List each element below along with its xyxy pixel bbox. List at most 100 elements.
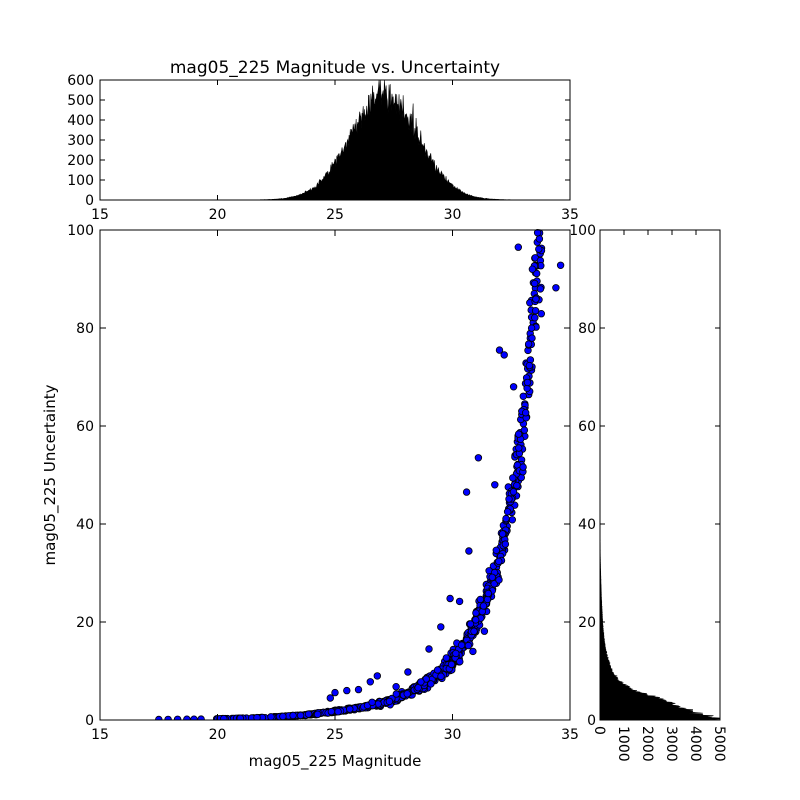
scatter-point <box>197 715 205 720</box>
scatter-point <box>385 697 394 706</box>
scatter-point <box>500 351 508 359</box>
top-histogram-ytick-label: 300 <box>67 133 94 149</box>
right-histogram-xtick-label: 5000 <box>711 726 727 762</box>
scatter-point <box>501 540 510 548</box>
right-histogram-bars-shape <box>599 499 721 721</box>
scatter-xlabel: mag05_225 Magnitude <box>249 752 422 771</box>
scatter-point <box>404 668 412 676</box>
scatter-point <box>536 285 545 293</box>
scatter-point <box>343 686 351 695</box>
scatter-point <box>515 444 523 452</box>
top-histogram-xtick-label: 35 <box>561 207 579 223</box>
scatter-point <box>514 243 522 251</box>
scatter-xtick-label: 20 <box>209 727 227 743</box>
scatter-point <box>531 314 539 322</box>
scatter-point <box>476 595 485 604</box>
scatter-point <box>183 715 191 720</box>
scatter-point <box>346 705 354 713</box>
scatter-point <box>495 346 504 354</box>
scatter-point <box>447 660 456 669</box>
scatter-point <box>509 474 517 482</box>
scatter-ytick-label: 60 <box>76 419 94 435</box>
scatter-point <box>556 261 565 269</box>
scatter-ytick-label: 40 <box>76 517 94 533</box>
scatter-point <box>220 715 228 720</box>
scatter-point <box>446 594 454 603</box>
scatter-point <box>488 573 496 581</box>
scatter-ticks: 15 20 25 30 35 0 20 40 60 80 100 <box>67 223 579 743</box>
scatter-point <box>520 426 529 434</box>
scatter-point <box>537 310 545 318</box>
top-histogram-ytick-label: 100 <box>67 173 94 189</box>
scatter-point <box>462 488 471 496</box>
scatter-point <box>502 514 510 523</box>
scatter-point <box>313 710 322 718</box>
scatter-ytick-label: 80 <box>76 321 94 337</box>
scatter-point <box>533 228 542 237</box>
scatter-points <box>155 228 565 720</box>
scatter-point <box>509 383 518 391</box>
scatter-ytick-label: 0 <box>85 713 94 729</box>
scatter-point <box>327 707 336 716</box>
right-histogram-bars <box>599 499 721 721</box>
scatter-point <box>403 690 411 698</box>
right-histogram-frame <box>599 229 721 721</box>
scatter-point <box>464 641 473 650</box>
scatter-point <box>437 672 445 680</box>
scatter-point <box>304 710 313 718</box>
scatter-xtick-label: 30 <box>444 727 462 743</box>
scatter-point <box>368 698 376 706</box>
top-histogram-ticks: 15 20 25 30 35 0 100 200 300 400 500 600 <box>67 73 579 223</box>
right-histogram-xtick-label: 1000 <box>615 726 631 762</box>
top-histogram-bars-shape <box>156 79 552 201</box>
scatter-point <box>289 711 297 720</box>
scatter-point <box>466 620 475 628</box>
scatter-point <box>525 361 534 370</box>
scatter-point <box>442 654 451 662</box>
scatter-point <box>472 609 480 617</box>
scatter-point <box>531 279 539 288</box>
top-histogram-ytick-label: 400 <box>67 113 94 129</box>
scatter-point <box>373 672 381 680</box>
scatter-point <box>236 714 244 720</box>
right-histogram-ytick-label: 20 <box>578 615 596 631</box>
chart-title: mag05_225 Magnitude vs. Uncertainty <box>170 58 500 78</box>
scatter-point <box>354 685 363 694</box>
scatter-point <box>522 409 530 417</box>
scatter-point <box>267 713 275 720</box>
scatter-point <box>552 284 560 292</box>
scatter-point <box>417 678 425 686</box>
scatter-point <box>490 580 498 588</box>
scatter-point <box>498 530 507 538</box>
scatter-point <box>279 712 287 720</box>
scatter-point <box>433 666 442 674</box>
scatter-point <box>479 602 488 610</box>
scatter-point <box>519 463 527 471</box>
right-histogram-xtick-label: 3000 <box>663 726 679 762</box>
top-histogram-xtick-label: 30 <box>444 207 462 223</box>
scatter-point <box>509 488 518 496</box>
right-histogram-xtick-label: 0 <box>591 726 607 735</box>
scatter-point <box>505 495 513 503</box>
scatter-point <box>164 715 172 720</box>
scatter-point <box>331 688 339 697</box>
scatter-point <box>533 269 541 278</box>
scatter-point <box>528 265 537 273</box>
scatter-point <box>456 657 464 666</box>
scatter-point <box>495 576 503 584</box>
scatter-axes-frame <box>99 229 571 721</box>
scatter-point <box>465 547 473 555</box>
scatter-point <box>296 711 305 720</box>
scatter-point <box>508 516 516 524</box>
top-histogram-xtick-label: 20 <box>209 207 227 223</box>
scatter-point <box>514 430 523 438</box>
scatter-point <box>392 683 400 691</box>
scatter-point <box>253 713 261 720</box>
scatter-point <box>503 508 512 516</box>
scatter-point <box>527 324 536 332</box>
scatter-point <box>470 627 478 635</box>
scatter-point <box>452 649 460 658</box>
